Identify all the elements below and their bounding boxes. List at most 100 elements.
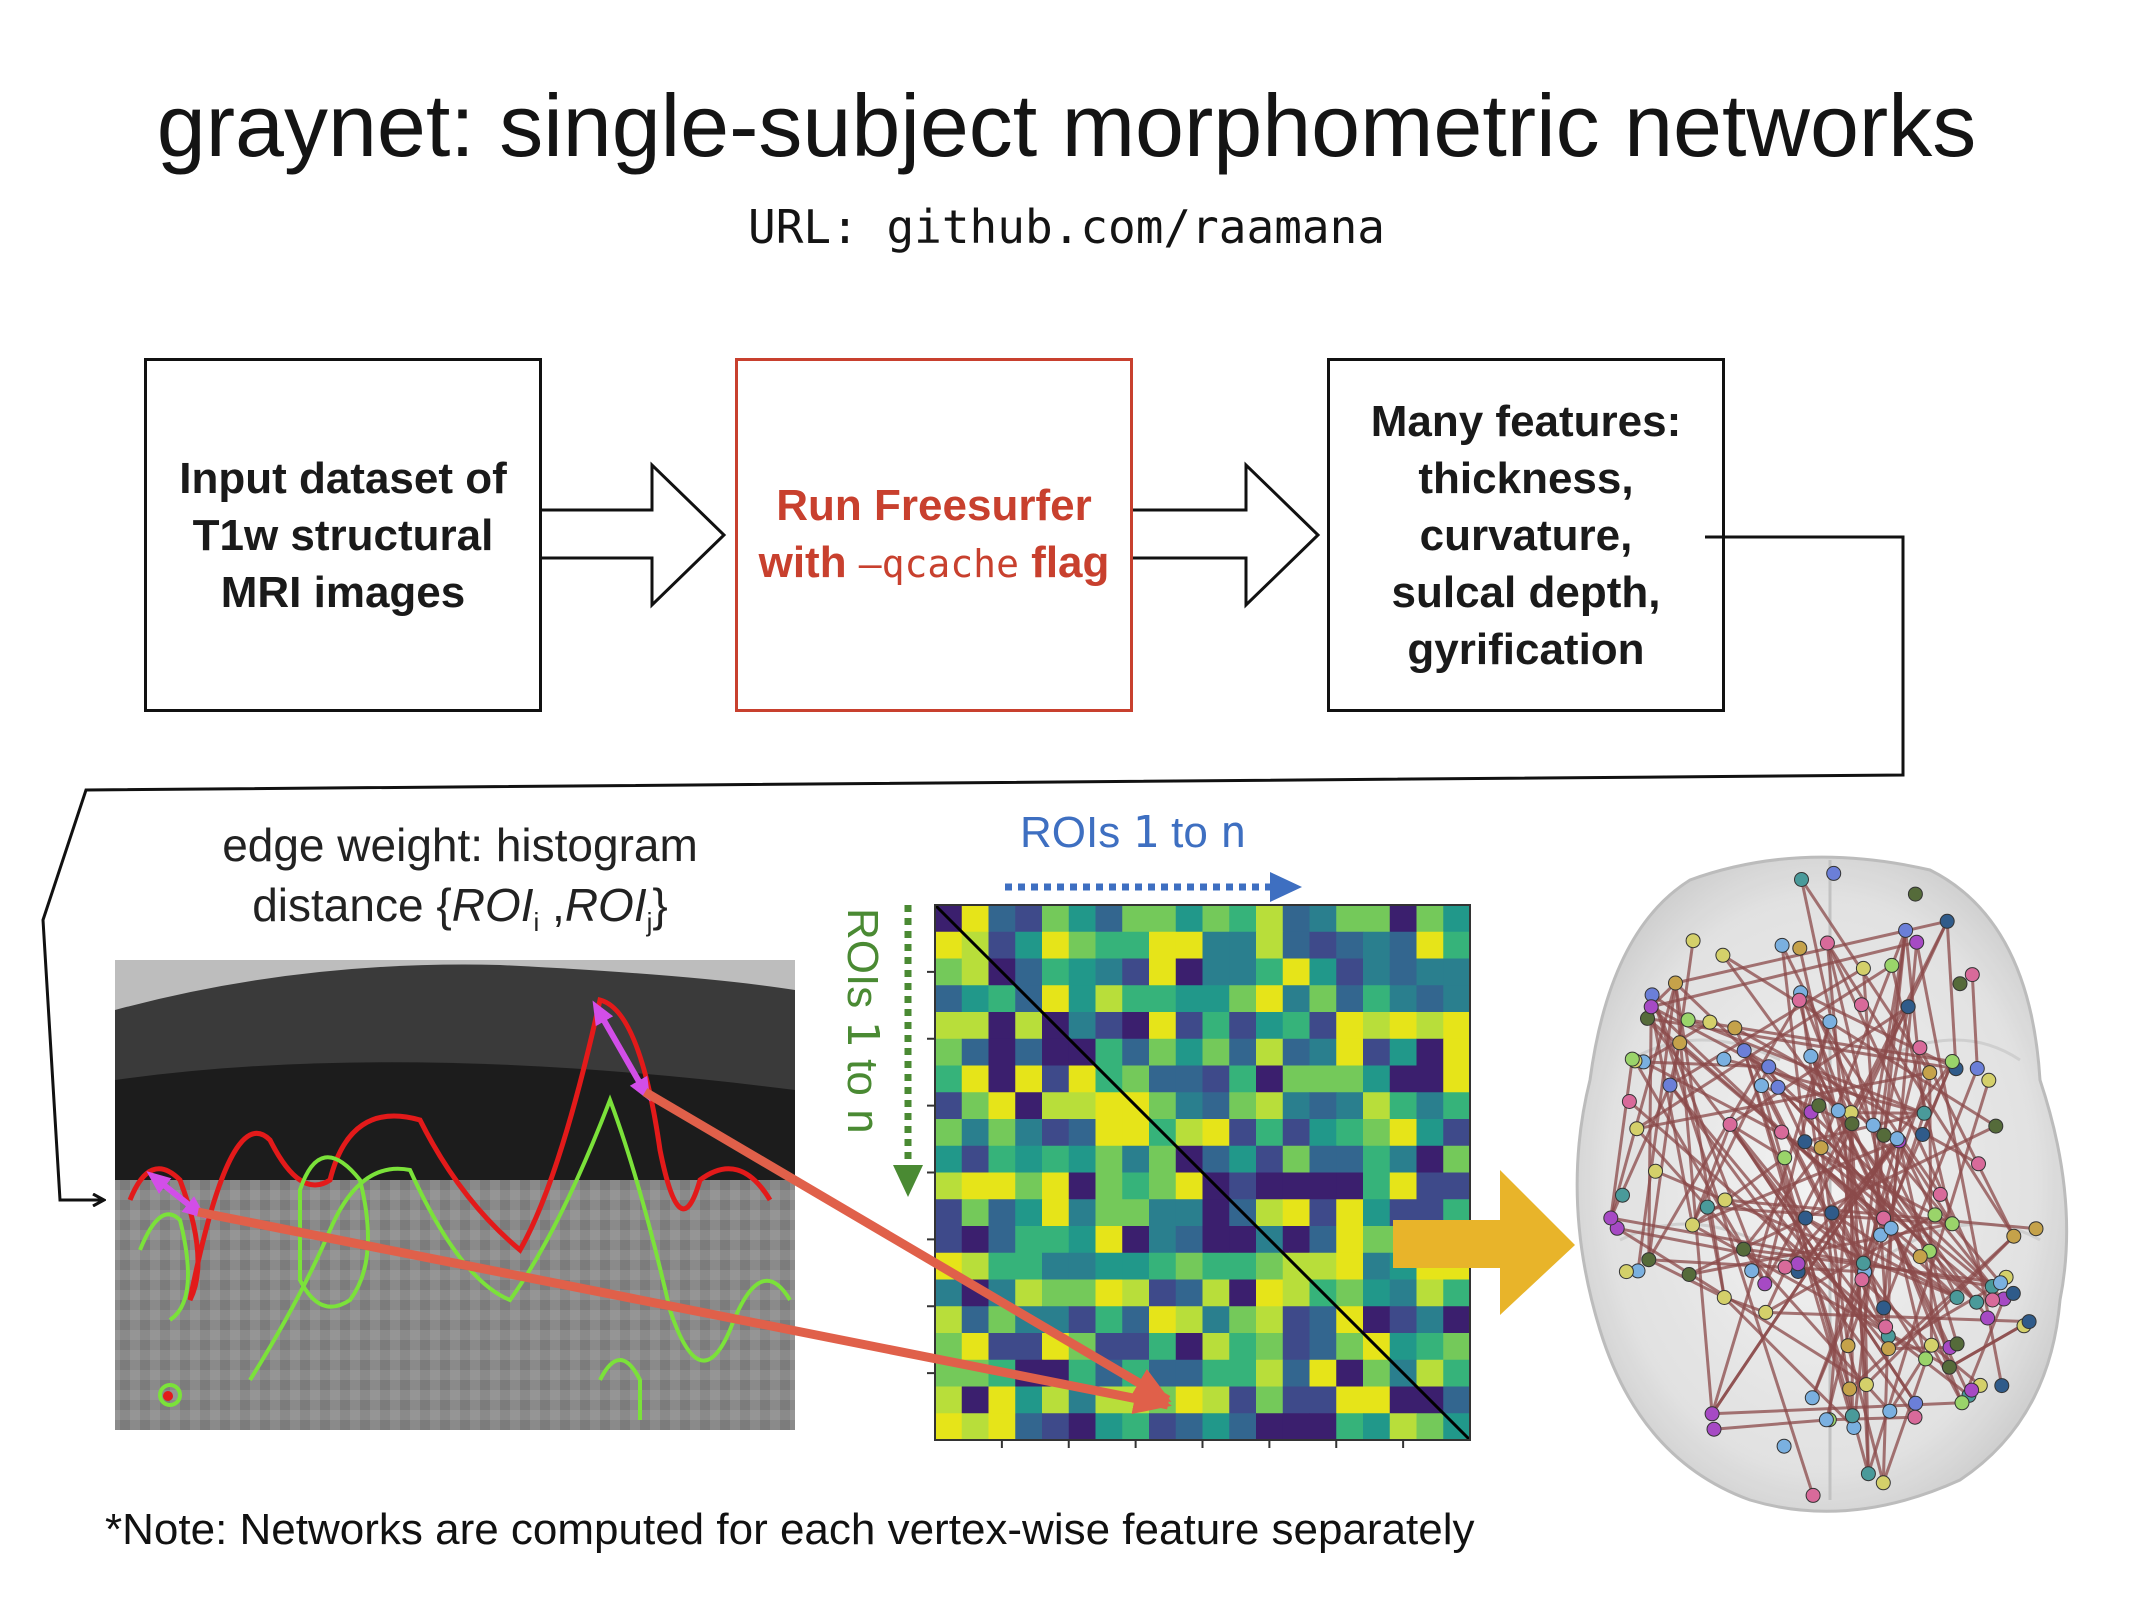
network-edge — [1647, 1016, 1957, 1071]
network-node — [1824, 1205, 1840, 1221]
matrix-cell — [988, 1413, 1016, 1441]
matrix-cell — [1282, 1279, 1310, 1307]
matrix-cell — [1389, 1038, 1417, 1066]
matrix-cell — [1149, 1038, 1177, 1066]
network-node — [1702, 1014, 1718, 1030]
matrix-cell — [961, 1226, 989, 1254]
matrix-cell — [961, 1012, 989, 1040]
matrix-cell — [1229, 1413, 1257, 1441]
features-line: thickness, — [1418, 453, 1634, 503]
matrix-cell — [1389, 958, 1417, 986]
matrix-cell — [1095, 1413, 1123, 1441]
matrix-cell — [1149, 1359, 1177, 1387]
matrix-cell — [1256, 905, 1284, 933]
matrix-cell — [1256, 931, 1284, 959]
network-node — [1777, 1259, 1793, 1275]
matrix-cell — [1363, 985, 1391, 1013]
network-edge — [1927, 1250, 1959, 1345]
network-node — [1681, 1267, 1697, 1282]
network-node — [1744, 1263, 1760, 1279]
network-node — [1918, 1351, 1934, 1367]
matrix-cell — [1282, 905, 1310, 933]
matrix-cell — [1042, 1038, 1070, 1066]
network-node — [1716, 1051, 1732, 1067]
matrix-cell — [988, 1172, 1016, 1200]
network-node — [1754, 1078, 1769, 1094]
matrix-cell — [1336, 1065, 1364, 1093]
matrix-cell — [1389, 1119, 1417, 1147]
matrix-cell — [1229, 1279, 1257, 1307]
network-node — [1994, 1378, 2010, 1394]
features-box: Many features: thickness, curvature, sul… — [1327, 358, 1725, 712]
matrix-cell — [1416, 1038, 1444, 1066]
matrix-cell — [1095, 905, 1123, 933]
matrix-cell — [1229, 985, 1257, 1013]
matrix-cell — [1256, 1359, 1284, 1387]
matrix-cell — [1416, 985, 1444, 1013]
network-node — [1774, 1124, 1790, 1140]
network-node — [1811, 1098, 1827, 1114]
matrix-cell — [1095, 985, 1123, 1013]
matrix-cell — [935, 1038, 963, 1066]
network-edge — [1635, 1127, 1891, 1413]
matrix-cell — [1068, 1413, 1096, 1441]
hollow-right-arrow-icon — [542, 461, 727, 609]
network-node — [1804, 1390, 1820, 1406]
freesurfer-box: Run Freesurfer with –qcache flag — [735, 358, 1133, 712]
matrix-cell — [1309, 1252, 1337, 1280]
matrix-cell — [1068, 1199, 1096, 1227]
matrix-cell — [1042, 1279, 1070, 1307]
input-box-line: MRI images — [220, 567, 466, 617]
network-edge — [1710, 1021, 1832, 1415]
matrix-cell — [1068, 1306, 1096, 1334]
matrix-cell — [1443, 1092, 1471, 1120]
matrix-cell — [1229, 1252, 1257, 1280]
network-edge — [1865, 1235, 2015, 1386]
matrix-cell — [1309, 1413, 1337, 1441]
network-edge — [1628, 1100, 1887, 1329]
matrix-cell — [935, 931, 963, 959]
matrix-cell — [1282, 1092, 1310, 1120]
network-node — [1949, 1290, 1965, 1305]
matrix-cell — [1149, 905, 1177, 933]
matrix-cell — [1122, 1413, 1150, 1441]
network-node — [1794, 872, 1809, 887]
matrix-cell — [988, 1199, 1016, 1227]
network-node — [1761, 1059, 1777, 1075]
matrix-cell — [1282, 1199, 1310, 1227]
network-node — [1855, 960, 1871, 976]
matrix-cell — [1015, 1145, 1043, 1173]
network-node — [1882, 1403, 1898, 1419]
matrix-cell — [1015, 1226, 1043, 1254]
matrix-cell — [1202, 1038, 1230, 1066]
matrix-cell — [1042, 1413, 1070, 1441]
matrix-cell — [1282, 958, 1310, 986]
matrix-cell — [1363, 1199, 1391, 1227]
matrix-cell — [1149, 1279, 1177, 1307]
matrix-cell — [1175, 1012, 1203, 1040]
matrix-cell — [1309, 1092, 1337, 1120]
matrix-cell — [1042, 1119, 1070, 1147]
matrix-cell — [1015, 1172, 1043, 1200]
matrix-cell — [1122, 958, 1150, 986]
network-edge — [1897, 1140, 1954, 1225]
matrix-cell — [988, 1038, 1016, 1066]
matrix-cell — [1229, 1226, 1257, 1254]
matrix-cell — [1229, 1038, 1257, 1066]
matrix-cell — [1282, 1306, 1310, 1334]
matrix-cell — [1256, 1413, 1284, 1441]
matrix-cell — [1015, 1119, 1043, 1147]
network-node — [1912, 1040, 1928, 1056]
matrix-cell — [1068, 985, 1096, 1013]
freesurfer-line1: Run Freesurfer — [776, 481, 1092, 530]
matrix-cell — [1282, 1145, 1310, 1173]
roi-left-arrow-head — [893, 1165, 923, 1197]
network-node — [1798, 1210, 1813, 1226]
matrix-cell — [1282, 985, 1310, 1013]
qcache-flag: –qcache — [858, 542, 1019, 586]
matrix-cell — [1175, 1413, 1203, 1441]
matrix-cell — [1122, 1145, 1150, 1173]
matrix-cell — [1256, 958, 1284, 986]
roi-left-label: ROIs 1 to n — [837, 908, 888, 1135]
matrix-cell — [1443, 1012, 1471, 1040]
